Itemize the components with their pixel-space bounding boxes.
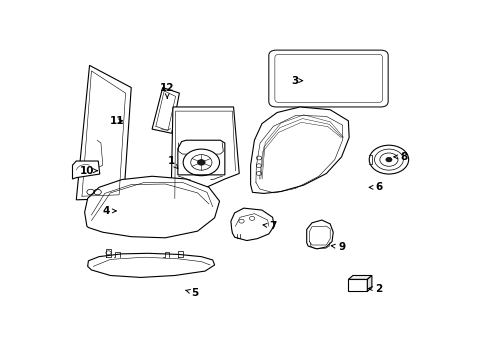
Text: 5: 5 xyxy=(185,288,198,298)
Polygon shape xyxy=(366,275,371,291)
Text: 12: 12 xyxy=(160,82,174,98)
Text: 3: 3 xyxy=(291,76,302,86)
Polygon shape xyxy=(347,275,371,279)
Polygon shape xyxy=(169,107,239,204)
Text: 2: 2 xyxy=(367,284,382,293)
FancyBboxPatch shape xyxy=(268,50,387,107)
Text: 1: 1 xyxy=(167,156,178,168)
Polygon shape xyxy=(87,253,214,278)
Text: 7: 7 xyxy=(263,221,277,231)
Polygon shape xyxy=(72,161,100,179)
Polygon shape xyxy=(250,107,348,193)
Text: 11: 11 xyxy=(110,116,124,126)
Text: 4: 4 xyxy=(102,206,116,216)
Text: 6: 6 xyxy=(368,183,382,192)
Polygon shape xyxy=(152,87,179,133)
Text: 9: 9 xyxy=(330,242,345,252)
Polygon shape xyxy=(84,176,219,238)
Polygon shape xyxy=(347,279,366,291)
Text: 10: 10 xyxy=(80,166,97,176)
Circle shape xyxy=(385,157,391,162)
Polygon shape xyxy=(306,220,332,249)
Text: 8: 8 xyxy=(393,152,407,162)
Circle shape xyxy=(197,159,205,165)
Polygon shape xyxy=(230,208,274,240)
Polygon shape xyxy=(76,66,131,200)
